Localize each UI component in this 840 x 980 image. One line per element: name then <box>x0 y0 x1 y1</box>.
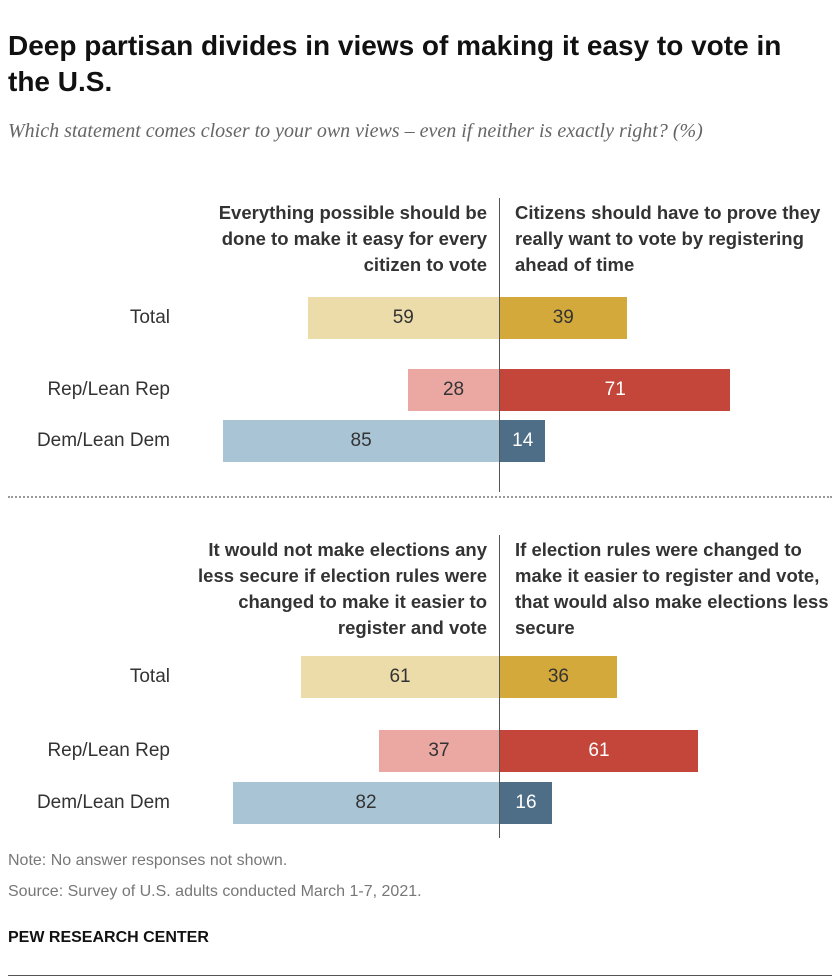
value-label: 61 <box>588 740 610 761</box>
bar <box>378 730 499 772</box>
category-label: Rep/Lean Rep <box>47 379 170 400</box>
chart-subtitle: Which statement comes closer to your own… <box>8 120 703 142</box>
category-label: Total <box>129 666 170 687</box>
chart-title: Deep partisan divides in views of making… <box>8 30 782 97</box>
category-label: Dem/Lean Dem <box>36 430 170 451</box>
bar <box>500 369 731 411</box>
series-heading: Everything possible should be done to ma… <box>218 202 487 275</box>
center-axis <box>499 198 500 492</box>
category-label: Rep/Lean Rep <box>47 740 170 761</box>
bar <box>500 420 546 462</box>
separator <box>8 496 832 498</box>
value-label: 28 <box>442 379 465 400</box>
value-label: 37 <box>428 740 450 761</box>
bar <box>223 420 499 462</box>
value-label: 36 <box>547 666 569 687</box>
value-label: 14 <box>512 430 534 451</box>
value-label: 71 <box>604 379 626 400</box>
bar <box>500 782 552 824</box>
bar <box>500 730 698 772</box>
value-label: 85 <box>350 430 372 451</box>
brand: PEW RESEARCH CENTER <box>8 929 209 946</box>
category-label: Total <box>129 307 170 328</box>
value-label: 61 <box>389 666 411 687</box>
value-label: 39 <box>552 307 574 328</box>
series-heading: Citizens should have to prove they reall… <box>515 202 821 275</box>
bar <box>307 297 499 339</box>
source: Source: Survey of U.S. adults conducted … <box>8 883 422 900</box>
value-label: 59 <box>392 307 414 328</box>
value-label: 82 <box>355 792 377 813</box>
bar <box>408 369 499 411</box>
series-heading: It would not make elections any less sec… <box>198 539 487 638</box>
center-axis <box>499 535 500 838</box>
category-label: Dem/Lean Dem <box>36 792 170 813</box>
note: Note: No answer responses not shown. <box>8 852 288 869</box>
bar <box>301 656 499 698</box>
bar <box>232 782 499 824</box>
bottom-rule <box>8 975 832 976</box>
series-heading: If election rules were changed to make i… <box>515 539 829 638</box>
value-label: 16 <box>515 792 537 813</box>
bar <box>500 656 617 698</box>
bar <box>500 297 627 339</box>
